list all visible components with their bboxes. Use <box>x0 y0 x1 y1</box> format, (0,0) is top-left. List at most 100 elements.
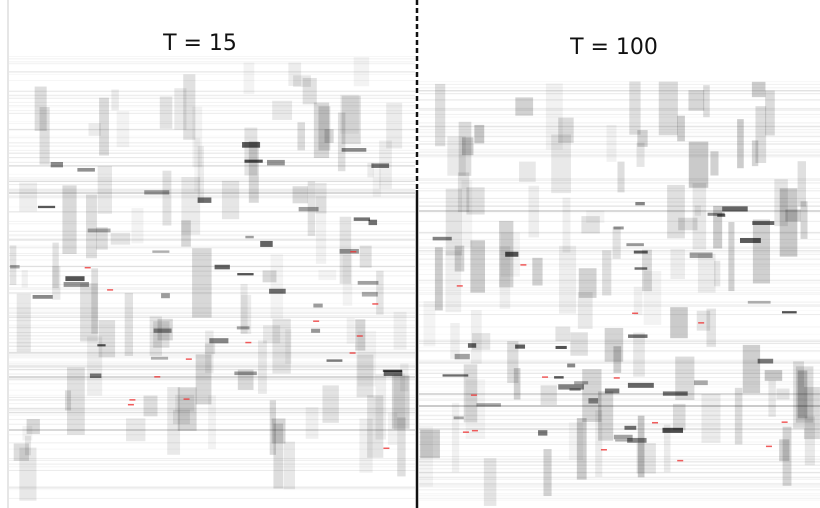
blob <box>774 179 788 227</box>
blob <box>153 321 170 348</box>
streak <box>9 164 415 166</box>
blob <box>110 232 131 245</box>
spot <box>326 359 343 362</box>
blob <box>243 62 255 95</box>
spot <box>97 344 106 347</box>
streak <box>9 196 415 198</box>
streak <box>9 396 415 398</box>
streak <box>9 341 415 343</box>
streak <box>419 197 820 199</box>
streak <box>9 342 415 344</box>
streak <box>419 342 820 344</box>
spot <box>260 240 273 247</box>
spot <box>627 382 654 388</box>
streak <box>9 412 415 414</box>
blob <box>272 318 291 374</box>
streak <box>419 279 820 281</box>
blob <box>307 181 316 236</box>
streak <box>9 177 415 179</box>
streak <box>419 289 820 291</box>
streak <box>419 246 820 248</box>
blob <box>465 379 486 439</box>
blob <box>62 185 77 254</box>
blob <box>204 343 216 355</box>
streak <box>419 339 820 341</box>
blob <box>162 170 172 226</box>
blob <box>629 81 641 135</box>
streak <box>9 442 415 444</box>
red-dot <box>84 266 91 269</box>
blob <box>88 123 101 136</box>
streak <box>419 485 820 486</box>
spot <box>339 248 359 254</box>
streak <box>9 80 415 82</box>
blob <box>513 368 521 400</box>
blob <box>470 310 482 364</box>
streak <box>9 378 415 380</box>
spot <box>341 148 367 152</box>
band <box>419 405 820 407</box>
streak <box>419 500 820 501</box>
blob <box>80 283 98 342</box>
streak <box>419 340 820 342</box>
streak <box>419 292 820 294</box>
panel-title: T = 100 <box>569 35 658 60</box>
blob <box>270 254 284 319</box>
blob <box>39 107 50 165</box>
streak <box>9 383 415 385</box>
red-dot <box>698 322 705 324</box>
spot <box>37 205 56 209</box>
streak <box>9 181 415 183</box>
streak <box>419 155 820 157</box>
blob <box>764 370 783 381</box>
streak <box>419 326 820 328</box>
streak <box>419 471 820 473</box>
streak <box>419 143 820 145</box>
blob <box>713 205 723 249</box>
streak <box>9 355 415 357</box>
blob <box>797 161 806 207</box>
blob <box>353 57 370 87</box>
blob <box>387 412 398 446</box>
streak <box>9 469 415 471</box>
blob <box>297 122 306 151</box>
blob <box>602 250 612 296</box>
streak <box>9 284 415 286</box>
blob <box>568 422 584 460</box>
spot <box>442 374 469 377</box>
streak <box>9 363 415 365</box>
blob <box>322 385 339 423</box>
red-dot <box>613 377 620 379</box>
blob <box>337 112 346 172</box>
spot <box>588 398 599 404</box>
blob <box>613 346 622 373</box>
blob <box>87 336 103 396</box>
spot <box>626 243 644 247</box>
blob <box>785 209 801 222</box>
blob <box>617 161 625 193</box>
spot <box>150 356 169 360</box>
streak <box>9 324 415 326</box>
spot <box>432 236 452 241</box>
blob <box>543 449 552 497</box>
spot <box>604 388 620 394</box>
red-dot <box>677 459 684 462</box>
blob <box>470 240 485 293</box>
spot <box>627 437 647 443</box>
blob <box>581 216 600 234</box>
spot <box>569 388 581 391</box>
blob <box>195 354 212 405</box>
blob <box>272 100 293 120</box>
spot <box>382 369 403 372</box>
blob <box>604 327 624 362</box>
blob <box>710 151 719 176</box>
streak <box>9 403 415 405</box>
spot <box>242 142 261 148</box>
streak <box>9 338 415 340</box>
spot <box>558 384 584 390</box>
streak <box>419 381 820 383</box>
panel-title: T = 15 <box>162 31 237 56</box>
streak <box>9 195 415 197</box>
spot <box>269 288 286 294</box>
streak <box>419 429 820 431</box>
